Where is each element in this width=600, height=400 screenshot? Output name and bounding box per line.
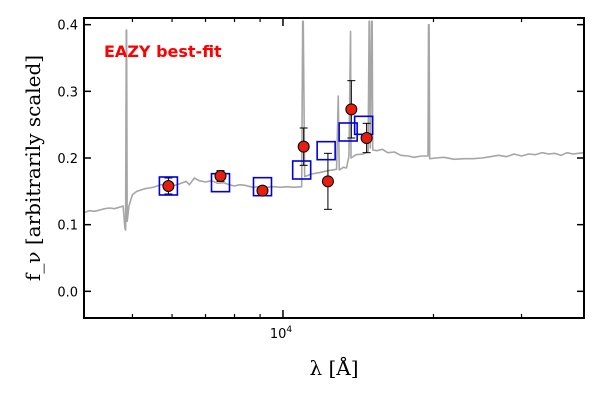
observed-photometry-point bbox=[360, 132, 373, 144]
x-tick-exponent: 4 bbox=[286, 325, 292, 335]
model-photometry-square bbox=[158, 176, 179, 196]
x-tick-label: 104 bbox=[270, 325, 293, 342]
y-tick-label: 0.0 bbox=[57, 285, 78, 300]
spectrum-layer bbox=[84, 20, 584, 231]
observed-photometry-layer bbox=[162, 103, 373, 197]
chart-annotation: EAZY best-fit bbox=[104, 42, 222, 61]
observed-photometry-point bbox=[214, 170, 227, 182]
observed-photometry-point bbox=[321, 175, 334, 188]
observed-photometry-point bbox=[256, 184, 269, 197]
x-axis-label: λ [Å] bbox=[309, 355, 358, 380]
x-tick-labels: 104 bbox=[270, 325, 293, 342]
model-photometry-square bbox=[316, 140, 336, 161]
axis-ticks bbox=[84, 18, 584, 318]
model-photometry-square bbox=[338, 122, 358, 142]
model-photometry-square bbox=[291, 160, 312, 180]
y-tick-label: 0.1 bbox=[57, 219, 78, 234]
model-photometry-layer bbox=[158, 115, 374, 197]
observed-photometry-point bbox=[297, 140, 310, 153]
y-tick-label: 0.3 bbox=[57, 85, 78, 100]
y-tick-label: 0.2 bbox=[57, 152, 78, 167]
observed-photometry-point bbox=[345, 103, 358, 116]
y-tick-label: 0.4 bbox=[57, 19, 78, 34]
y-axis-label: f_ν [arbitrarily scaled] bbox=[21, 55, 45, 281]
observed-photometry-point bbox=[162, 180, 175, 192]
plot-frame bbox=[83, 17, 585, 319]
y-tick-labels: 0.0 0.1 0.2 0.3 0.4 bbox=[57, 19, 78, 301]
spectrum-line bbox=[84, 20, 584, 231]
